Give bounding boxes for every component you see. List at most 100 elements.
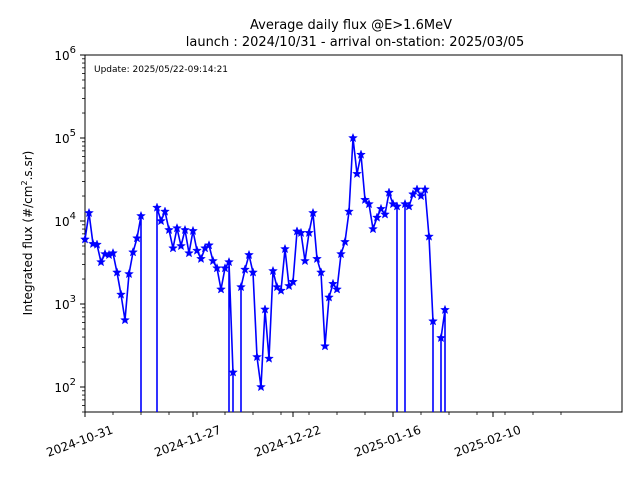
data-point [280, 243, 290, 254]
y-tick-label: 106 [54, 45, 76, 63]
y-tick-base: 10 [54, 298, 69, 312]
y-tick-label: 104 [54, 211, 76, 229]
data-point [236, 281, 246, 292]
data-point [84, 207, 94, 218]
y-tick-exp: 3 [70, 294, 76, 305]
data-point [372, 212, 382, 222]
data-point [348, 132, 358, 143]
data-point [332, 284, 342, 294]
chart-title-line2: launch : 2024/10/31 - arrival on-station… [186, 35, 524, 50]
data-point [420, 184, 430, 194]
data-point [288, 276, 298, 287]
data-point [324, 292, 334, 302]
data-point [364, 198, 374, 209]
series-layer [81, 134, 453, 413]
data-point [196, 253, 206, 264]
data-point [184, 247, 194, 258]
data-point [92, 239, 102, 249]
data-point [96, 256, 106, 267]
y-tick-base: 10 [54, 49, 69, 63]
data-point [408, 189, 418, 199]
data-point [388, 198, 398, 209]
x-tick-label: 2025-02-10 [452, 423, 522, 460]
data-point [244, 249, 254, 260]
data-point [416, 190, 426, 201]
y-tick-base: 10 [54, 215, 69, 229]
data-point [112, 267, 122, 277]
data-point [248, 267, 258, 277]
data-point [180, 224, 190, 235]
data-point [316, 267, 326, 277]
data-point [400, 198, 410, 209]
data-point [276, 285, 286, 295]
data-point [224, 256, 234, 267]
data-point [132, 233, 142, 243]
data-point [336, 248, 346, 259]
y-tick-exp: 6 [70, 45, 76, 56]
plot-frame [84, 54, 623, 413]
data-point [124, 268, 134, 279]
x-tick-label: 2025-01-16 [352, 423, 422, 460]
data-point [164, 224, 174, 235]
data-point [264, 353, 274, 363]
y-axis-label-prefix: Integrated flux (#/cm [21, 186, 35, 316]
data-point [176, 240, 186, 251]
y-axis-label-suffix: .s.sr) [21, 151, 35, 181]
data-point [152, 202, 162, 212]
data-point [328, 278, 338, 289]
data-point [188, 225, 198, 236]
data-point [168, 243, 178, 253]
data-point [208, 255, 218, 266]
data-point [300, 255, 310, 266]
data-point [304, 227, 314, 238]
data-point [272, 281, 282, 292]
update-annotation: Update: 2025/05/22-09:14:21 [94, 65, 228, 75]
data-point [80, 234, 90, 244]
data-point [120, 314, 130, 325]
data-point [344, 206, 354, 216]
y-tick-label: 103 [54, 294, 76, 312]
data-point [108, 247, 118, 258]
data-point [296, 227, 306, 238]
data-point [212, 262, 222, 273]
y-tick-exp: 4 [70, 211, 76, 222]
data-point [412, 184, 422, 194]
series-line [85, 138, 453, 412]
data-point [240, 264, 250, 274]
data-point [268, 265, 278, 276]
data-point [172, 222, 182, 233]
data-point [156, 215, 166, 226]
y-tick-base: 10 [54, 381, 69, 395]
data-point [312, 253, 322, 264]
y-axis-label: Integrated flux (#/cm2.s.sr) [20, 151, 35, 316]
data-point [384, 187, 394, 197]
data-point [376, 203, 386, 214]
data-point [320, 341, 330, 351]
x-tick-label: 2024-12-22 [252, 423, 322, 460]
data-point [308, 207, 318, 218]
data-point [136, 210, 146, 221]
data-point [116, 289, 126, 299]
data-point [352, 168, 362, 179]
data-point [260, 304, 270, 314]
data-point [160, 206, 170, 216]
y-tick-exp: 5 [70, 128, 76, 139]
data-point [380, 209, 390, 219]
y-axis-label-sup: 2 [20, 180, 29, 185]
data-point [228, 367, 238, 377]
data-point [392, 201, 402, 211]
y-tick-label: 105 [54, 128, 76, 146]
data-point [360, 194, 370, 205]
data-point [192, 245, 202, 255]
data-point [356, 149, 366, 159]
data-point [404, 201, 414, 211]
data-point [440, 304, 450, 315]
data-point [428, 316, 438, 326]
data-point [424, 231, 434, 241]
data-point [220, 262, 230, 273]
data-point [368, 223, 378, 234]
y-tick-exp: 2 [70, 377, 76, 388]
data-point [256, 381, 266, 392]
